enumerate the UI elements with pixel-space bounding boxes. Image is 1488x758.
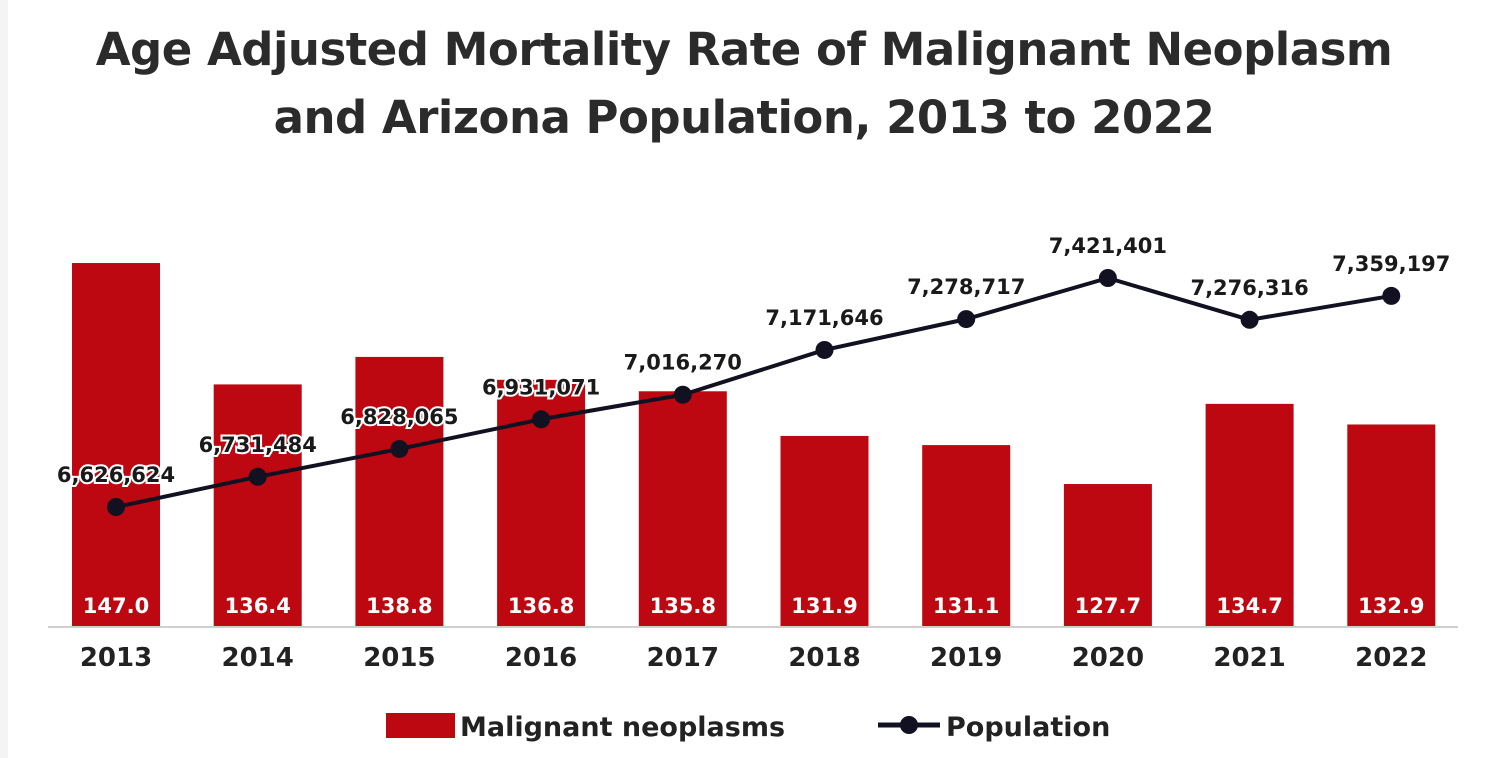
population-label-2015: 6,828,065 [340,405,458,429]
population-line [115,276,1392,509]
bar-label-2014: 136.4 [224,594,290,618]
bar-series: 147.0 136.4 138.8 136.8 135.8 131.9 131.1 127.7… [72,263,1436,626]
x-tick-2019: 2019 [930,643,1002,673]
x-tick-2018: 2018 [788,643,860,673]
legend-swatch-dot [900,716,918,734]
population-point-2017 [673,385,692,404]
legend-item-population: Population [878,712,1110,743]
bar-2014 [213,384,302,626]
population-label-2021: 7,276,316 [1190,276,1308,300]
population-point-2016 [532,410,551,429]
legend-label-population: Population [946,712,1110,743]
population-point-2015 [390,439,409,458]
bar-label-2018: 131.9 [791,594,857,618]
bar-2017 [638,391,727,626]
population-point-2020 [1098,269,1117,287]
chart-title: Age Adjusted Mortality Rate of Malignant… [0,16,1488,152]
bar-2019 [922,445,1011,626]
x-tick-2020: 2020 [1072,643,1144,673]
bar-label-2015: 138.8 [366,594,432,618]
population-label-2014: 6,731,484 [199,433,317,457]
population-label-2016: 6,931,071 [482,375,600,399]
population-label-2019: 7,278,717 [907,275,1025,299]
population-point-2022 [1382,286,1401,305]
line-series: 6,626,624 6,731,484 6,828,065 6,931,071 7,01… [55,232,1452,516]
bar-2013 [72,263,160,626]
bar-2022 [1347,424,1436,626]
x-tick-2015: 2015 [363,643,435,673]
chart-title-line-1: Age Adjusted Mortality Rate of Malignant… [95,23,1393,76]
x-tick-2021: 2021 [1213,643,1285,673]
x-tick-2017: 2017 [647,643,719,673]
x-tick-2014: 2014 [222,643,294,673]
bar-2020 [1063,484,1152,626]
legend: Malignant neoplasms Population [386,712,1110,743]
legend-swatch-bar [386,713,455,738]
population-label-2018: 7,171,646 [765,306,883,330]
population-label-2020: 7,421,401 [1049,234,1167,258]
bar-label-2017: 135.8 [650,594,716,618]
legend-label-malignant-neoplasms: Malignant neoplasms [460,712,785,743]
x-tick-2013: 2013 [80,643,152,673]
bar-label-2022: 132.9 [1358,594,1424,618]
bar-label-2019: 131.1 [933,594,999,618]
population-label-2022: 7,359,197 [1332,252,1450,276]
chart-title-line-2: and Arizona Population, 2013 to 2022 [273,91,1215,144]
bar-2018 [780,435,869,626]
bar-label-2016: 136.8 [508,594,574,618]
chart-card [8,0,1488,758]
legend-item-malignant-neoplasms: Malignant neoplasms [386,712,785,743]
bar-label-2020: 127.7 [1075,594,1141,618]
x-axis-ticks: 2013 2014 2015 2016 2017 2018 2019 2020 2021 2022 [80,643,1428,673]
population-label-2013: 6,626,624 [57,463,175,487]
bar-2015 [355,356,444,626]
bar-2021 [1205,403,1294,626]
population-point-2019 [957,310,976,329]
population-point-2018 [815,340,834,359]
bar-label-2013: 147.0 [83,594,149,618]
bar-label-2021: 134.7 [1216,594,1282,618]
population-point-2021 [1240,310,1259,329]
population-point-2014 [248,467,267,486]
x-tick-2022: 2022 [1355,643,1427,673]
population-label-2017: 7,016,270 [624,351,742,375]
population-point-2013 [107,498,125,516]
x-tick-2016: 2016 [505,643,577,673]
